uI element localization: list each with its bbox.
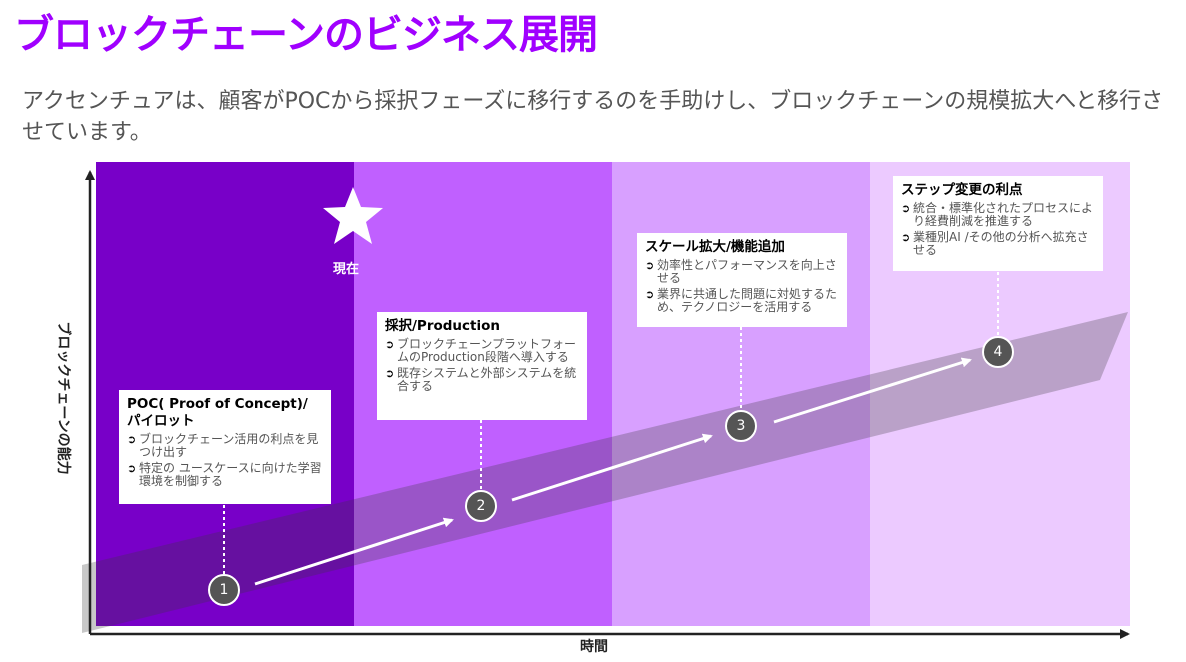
- now-label: 現在: [333, 262, 360, 277]
- stage-box-4: ステップ変更の利点 ➲ 統合・標準化されたプロセスにより経費削減を推進する ➲ 業種…: [893, 176, 1103, 271]
- stage-bullet: ➲ ブロックチェーン活用の利点を見つけ出す: [127, 432, 319, 459]
- stage-bullet: ➲ 効率性とパフォーマンスを向上させる: [645, 258, 837, 285]
- arrow-2-3: [511, 433, 713, 502]
- stage-bullet: ➲ 業種別AI /その他の分析へ拡充させる: [901, 230, 1089, 257]
- page-title: ブロックチェーンのビジネス展開: [14, 12, 598, 58]
- stage-heading: 採択/Production: [385, 318, 501, 334]
- step-marker-3: 3: [725, 410, 757, 442]
- stage-bullet: ➲ 特定の ユースケースに向けた学習環境を制御する: [127, 461, 322, 488]
- bullet-arrow-icon: ➲: [901, 202, 911, 215]
- arrow-1-2: [254, 517, 454, 586]
- step-marker-4: 4: [982, 336, 1014, 368]
- y-axis-label: ブロックチェーンの能力: [55, 321, 71, 475]
- bullet-arrow-icon: ➲: [385, 338, 395, 351]
- bullet-arrow-icon: ➲: [127, 462, 137, 475]
- bullet-arrow-icon: ➲: [645, 259, 655, 272]
- star-icon: [323, 187, 383, 244]
- bullet-arrow-icon: ➲: [385, 367, 395, 380]
- x-axis-label: 時間: [580, 639, 608, 655]
- stage-bullet: ➲ 統合・標準化されたプロセスにより経費削減を推進する: [901, 201, 1094, 228]
- bullet-arrow-icon: ➲: [127, 433, 137, 446]
- stage-box-2: 採択/Production ➲ ブロックチェーンプラットフォームのProducti…: [377, 312, 587, 420]
- bullet-arrow-icon: ➲: [901, 231, 911, 244]
- step-marker-1: 1: [208, 574, 240, 606]
- stage-box-1: POC( Proof of Concept)/ パイロット ➲ ブロックチェーン活…: [119, 390, 331, 504]
- stage-bullet: ➲ 業界に共通した問題に対処するため、テクノロジーを活用する: [645, 287, 838, 314]
- page-subtitle: アクセンチュアは、顧客がPOCから採択フェーズに移行するのを手助けし、ブロックチ…: [22, 89, 1164, 145]
- stage-bullet: ➲ 既存システムと外部システムを統合する: [385, 366, 577, 393]
- stage-heading: スケール拡大/機能追加: [645, 239, 785, 255]
- stage-box-3: スケール拡大/機能追加 ➲ 効率性とパフォーマンスを向上させる ➲ 業界に共通した問…: [637, 233, 847, 327]
- step-marker-2: 2: [465, 490, 497, 522]
- stage-heading: POC( Proof of Concept)/ パイロット: [127, 396, 308, 429]
- stage-bullet: ➲ ブロックチェーンプラットフォームのProduction段階へ導入する: [385, 337, 577, 364]
- arrow-3-4: [773, 357, 972, 424]
- stage-heading: ステップ変更の利点: [901, 182, 1023, 198]
- bullet-arrow-icon: ➲: [645, 288, 655, 301]
